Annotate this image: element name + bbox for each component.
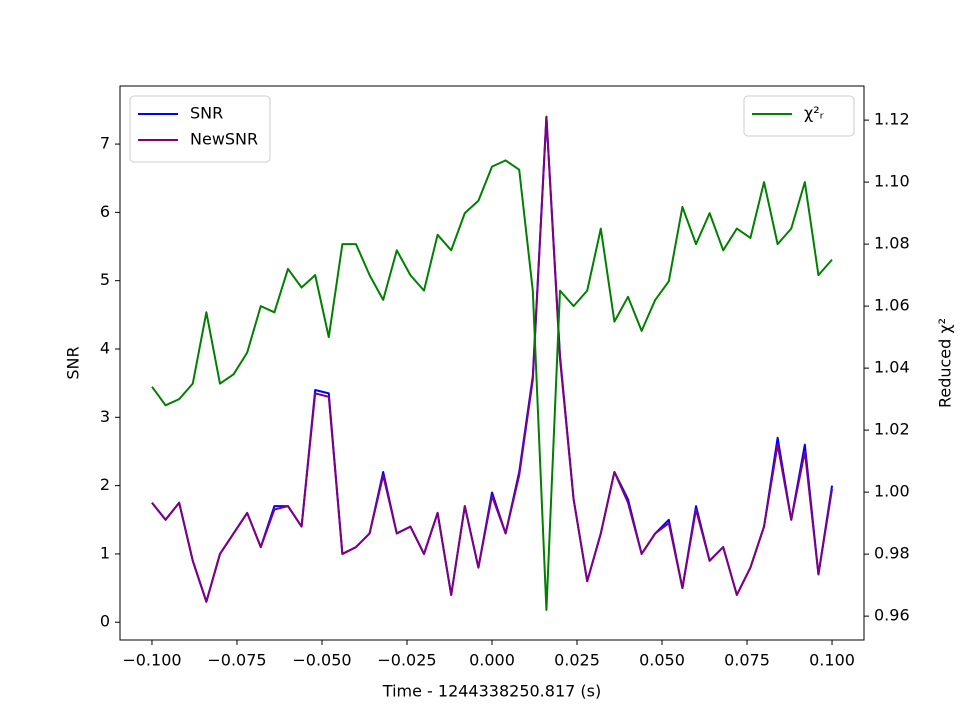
x-tick-label: 0.050 bbox=[639, 651, 685, 670]
legend-label: SNR bbox=[190, 104, 223, 123]
x-tick-label: −0.100 bbox=[122, 651, 181, 670]
y-tick-label: 6 bbox=[100, 202, 110, 221]
y2-tick-label: 1.00 bbox=[874, 482, 910, 501]
x-tick-label: −0.025 bbox=[377, 651, 436, 670]
legend-box bbox=[129, 95, 271, 163]
x-tick-label: −0.075 bbox=[207, 651, 266, 670]
y2-tick-label: 0.96 bbox=[874, 606, 910, 625]
x-tick-label: 0.100 bbox=[809, 651, 855, 670]
y-tick-label: 3 bbox=[100, 407, 110, 426]
legend2-label: χ²ᵣ bbox=[804, 104, 825, 123]
y-tick-label: 1 bbox=[100, 543, 110, 562]
y-tick-label: 7 bbox=[100, 134, 110, 153]
series-line bbox=[151, 159, 833, 611]
y2-tick-label: 1.12 bbox=[874, 110, 910, 129]
y2-tick-label: 1.06 bbox=[874, 296, 910, 315]
y2-axis-label: Reduced χ² bbox=[936, 318, 955, 408]
axes-frame bbox=[119, 85, 865, 641]
series-line bbox=[151, 115, 834, 603]
y-tick-label: 5 bbox=[100, 270, 110, 289]
y2-tick-label: 1.10 bbox=[874, 172, 910, 191]
y2-tick-label: 1.08 bbox=[874, 234, 910, 253]
legend2-box bbox=[743, 95, 855, 137]
x-tick-label: −0.050 bbox=[292, 651, 351, 670]
x-axis-label: Time - 1244338250.817 (s) bbox=[382, 682, 601, 701]
y-tick-label: 2 bbox=[100, 475, 110, 494]
y2-tick-label: 0.98 bbox=[874, 544, 910, 563]
y2-tick-label: 1.02 bbox=[874, 420, 910, 439]
x-tick-label: 0.075 bbox=[724, 651, 770, 670]
x-tick-label: 0.000 bbox=[469, 651, 515, 670]
x-tick-label: 0.025 bbox=[554, 651, 600, 670]
y-tick-label: 0 bbox=[100, 612, 110, 631]
legend-label: NewSNR bbox=[190, 130, 258, 149]
y2-tick-label: 1.04 bbox=[874, 358, 910, 377]
y-axis-label: SNR bbox=[64, 346, 83, 379]
y-tick-label: 4 bbox=[100, 338, 110, 357]
